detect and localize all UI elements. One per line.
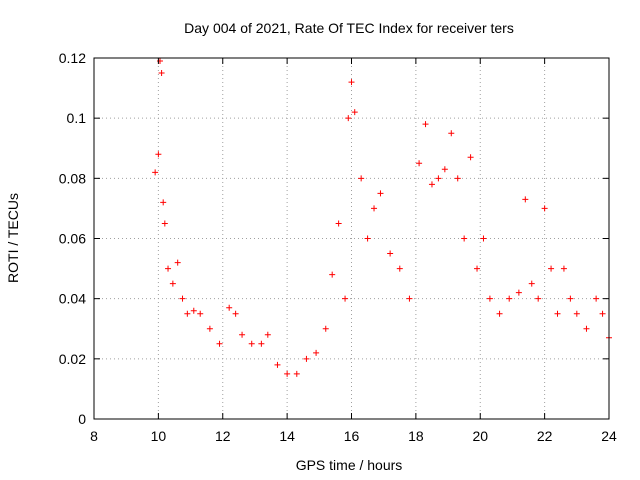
data-point [454,175,461,182]
data-point [480,235,487,242]
data-point [506,295,513,302]
data-point [387,250,394,257]
data-point [351,109,358,116]
data-point [364,235,371,242]
data-point [313,349,320,356]
data-point [435,175,442,182]
grid-lines [94,58,609,419]
data-point [515,289,522,296]
data-point [416,160,423,167]
data-point [342,295,349,302]
data-point [322,325,329,332]
data-point [396,265,403,272]
data-point [158,70,165,77]
chart-title: Day 004 of 2021, Rate Of TEC Index for r… [184,20,514,36]
data-point [184,310,191,317]
x-tick-label: 12 [215,428,231,444]
data-point [474,265,481,272]
data-point [248,340,255,347]
y-tick-label: 0.12 [59,50,86,66]
y-tick-label: 0.02 [59,351,86,367]
data-point [161,220,168,227]
data-point [206,325,213,332]
x-tick-label: 24 [601,428,617,444]
data-point [165,265,172,272]
data-point [179,295,186,302]
data-point [548,265,555,272]
data-point [560,265,567,272]
data-point [329,271,336,278]
x-axis-title: GPS time / hours [296,457,403,473]
data-point [371,205,378,212]
data-point [593,295,600,302]
data-point [303,355,310,362]
data-point [599,310,606,317]
data-point [448,130,455,137]
data-point [216,340,223,347]
data-point [155,151,162,158]
data-point [232,310,239,317]
data-point [226,304,233,311]
data-point [406,295,413,302]
axis-ticks: 8 10 12 14 16 18 20 22 24 0 0.02 0.04 0.06 0.08 0.1 0.1… [59,50,617,444]
data-point [358,175,365,182]
y-tick-label: 0 [78,411,86,427]
data-point [377,190,384,197]
data-point [467,154,474,161]
data-point [573,310,580,317]
data-point [496,310,503,317]
data-point [461,235,468,242]
data-point [522,196,529,203]
data-points [152,58,612,377]
x-tick-label: 22 [537,428,553,444]
data-point [428,181,435,188]
data-point [152,169,159,176]
data-point [274,361,281,368]
data-point [422,121,429,128]
x-tick-label: 8 [90,428,98,444]
data-point [528,280,535,287]
data-point [174,259,181,266]
data-point [160,199,167,206]
x-tick-label: 18 [408,428,424,444]
data-point [583,325,590,332]
data-point [258,340,265,347]
y-tick-label: 0.06 [59,231,86,247]
data-point [284,370,291,377]
x-tick-label: 20 [472,428,488,444]
x-tick-label: 14 [279,428,295,444]
data-point [197,310,204,317]
data-point [567,295,574,302]
data-point [239,331,246,338]
data-point [348,79,355,86]
data-point [486,295,493,302]
x-tick-label: 10 [151,428,167,444]
y-axis-title: ROTI / TECUs [5,193,21,283]
data-point [264,331,271,338]
y-tick-label: 0.1 [67,110,87,126]
x-tick-label: 16 [344,428,360,444]
data-point [441,166,448,173]
data-point [541,205,548,212]
data-point [345,115,352,122]
y-tick-label: 0.04 [59,291,86,307]
data-point [535,295,542,302]
data-point [190,307,197,314]
data-point [335,220,342,227]
y-tick-label: 0.08 [59,170,86,186]
data-point [554,310,561,317]
data-point [169,280,176,287]
data-point [293,370,300,377]
